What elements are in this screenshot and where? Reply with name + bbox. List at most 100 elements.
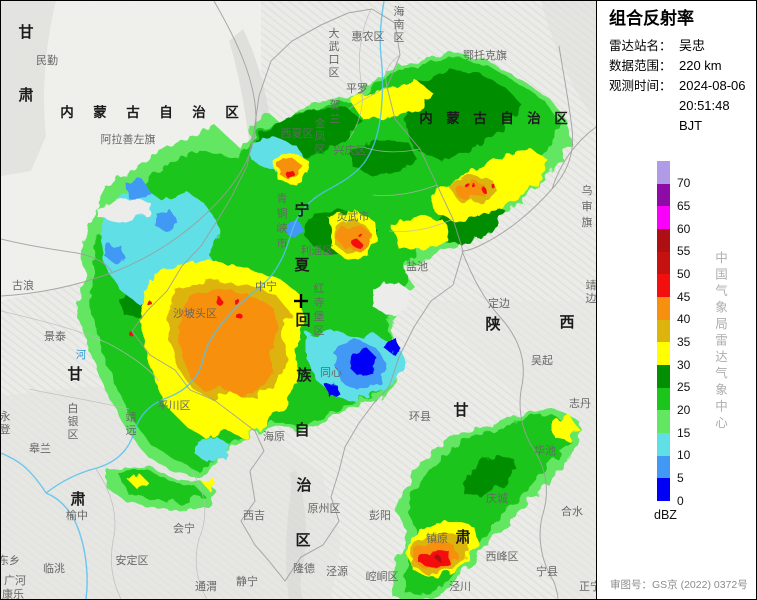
map-label: 夏 [293,257,310,274]
cma-watermark: 中国气象局雷达气象中心 [713,251,727,433]
map-label: 铜 [277,206,288,220]
map-label: 西 [559,314,574,331]
legend-cell [657,410,670,434]
map-label: 平罗 [346,82,368,95]
map-label: 乌 [582,183,593,197]
map-label: 景泰 [44,329,66,343]
map-label: 华池 [534,443,556,457]
map-label: 平川区 [158,400,191,412]
map-label: 临洮 [43,561,65,575]
map-label: 峡 [277,221,288,235]
dbz-colorbar: 70 65 60 55 50 45 40 35 30 25 20 15 10 5 0 [657,161,753,507]
map-label: 靖 [126,411,137,424]
map-label: 自 [159,104,173,120]
map-label: 利通区 [301,244,334,257]
map-label: 隆德 [293,561,315,575]
map-label: 凤 [315,130,326,143]
map-label: 区 [314,325,325,337]
product-title: 组合反射率 [609,9,694,28]
map-label: 审 [582,199,593,213]
map-label: 古浪 [12,278,34,292]
legend-cell [657,251,670,275]
dbz-unit-label: dBZ [654,508,677,522]
legend-cell [657,274,670,297]
legend-tick: 15 [677,425,691,440]
county-boundaries [1,8,454,599]
map-label: 惠农区 [352,29,385,43]
map-label: 中宁 [255,279,277,293]
legend-tick: 45 [677,289,691,304]
map-label: 红 [314,282,325,295]
radar-station-marker [294,294,308,308]
station-value: 吴忠 [679,38,706,53]
map-approval-number: 审图号：GS京 (2022) 0372号 [610,579,748,591]
legend-cell [657,183,670,207]
map-label: 庆城 [486,491,508,505]
legend-cell [657,478,670,502]
map-label: 东乡 [1,554,20,567]
map-label: 蒙 [93,104,107,120]
map-label: 远 [126,424,137,437]
map-label: 崆峒区 [366,569,399,583]
map-label: 通渭 [195,580,217,593]
map-label: 治 [296,476,311,494]
map-label: 区 [394,32,405,44]
legend-cell [657,319,670,343]
map-label: 大 [329,26,340,40]
map-label: 治 [192,104,206,120]
time-clock-value: 20:51:48 BJT [679,98,730,133]
legend-cell [657,161,670,184]
legend-tick: 25 [677,380,691,395]
map-label: 志丹 [569,397,591,410]
time-label: 观测时间： [609,79,672,93]
map-label: 族 [296,366,312,384]
legend-cell [657,297,670,320]
map-label: 原州区 [308,503,341,515]
map-label: 肃 [70,490,85,508]
map-label: 自 [500,110,514,126]
legend-tick: 10 [677,448,691,463]
station-label: 雷达站名： [609,39,672,53]
legend-tick: 60 [677,221,691,236]
map-label: 民勤 [36,54,58,67]
map-label: 同心 [320,366,342,379]
radar-map: 民勤 阿拉善左旗 古浪 景泰 皋兰 平川区 海原 同心 中宁 沙坡头区 惠农区 平罗 鄂托克旗 西夏区 兴庆… [1,1,596,599]
map-label: 宁 [294,201,309,219]
map-label: 口 [329,54,340,66]
map-label: 甘 [18,23,33,41]
map-label: 吴起 [531,354,553,367]
legend-tick: 70 [677,176,691,191]
legend-tick: 30 [677,357,691,372]
legend-cell [657,387,670,411]
legend-tick: 50 [677,266,691,281]
map-label: 彭阳 [369,508,391,522]
radar-map-canvas: 民勤阿拉善左旗古浪景泰皋兰平川区海原同心中宁沙坡头区惠农区平罗鄂托克旗西夏区兴庆… [1,1,596,599]
map-label: 泾源 [326,564,348,578]
legend-tick: 35 [677,334,691,349]
map-label: 甘 [453,401,468,419]
map-label: 蒙 [446,110,460,126]
map-label: 内 [419,110,433,126]
map-label: 河 [76,349,87,361]
legend-cell [657,229,670,252]
map-labels: 民勤阿拉善左旗古浪景泰皋兰平川区海原同心中宁沙坡头区惠农区平罗鄂托克旗西夏区兴庆… [1,4,596,599]
map-label: 区 [295,532,310,549]
map-label: 广河 [4,574,26,587]
map-label: 盐池 [406,260,428,273]
map-label: 兰 [330,112,341,125]
map-label: 兴庆区 [334,143,367,157]
map-label: 银 [68,414,79,428]
map-label: 登 [1,422,11,436]
product-metadata: 雷达站名： 吴忠 数据范围： 220 km 观测时间： 2024-08-06 2… [609,36,756,136]
map-label: 区 [225,105,239,120]
map-label: 金 [315,116,326,130]
map-label: 永 [1,409,11,423]
legend-cell [657,206,670,229]
map-label: 区 [329,67,340,79]
map-label: 靖 [586,279,597,292]
legend-cell [657,342,670,366]
map-label: 回 [295,312,310,329]
legend-tick: 65 [677,198,691,213]
range-label: 数据范围： [609,59,672,73]
